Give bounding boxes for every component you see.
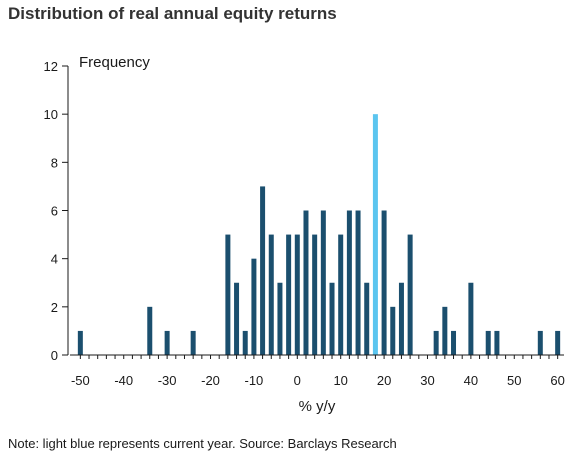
bar: [346, 210, 352, 355]
bar: [494, 330, 500, 355]
bars: [77, 114, 561, 355]
x-tick-label: -30: [158, 373, 177, 388]
x-tick-label: 20: [377, 373, 391, 388]
bar: [485, 330, 491, 355]
bar: [260, 186, 266, 355]
bar: [147, 306, 153, 355]
histogram-chart: 0 2 4 6 8 10 12 -50 -40 -30 -20 -10 0 10 20 30 40 50 60 F…: [44, 54, 565, 415]
x-axis-title: % y/y: [299, 398, 336, 415]
bar: [398, 282, 404, 355]
bar: [390, 306, 396, 355]
source-note: Note: light blue represents current year…: [8, 436, 397, 451]
bar: [329, 282, 335, 355]
bar: [225, 234, 231, 355]
bar: [303, 210, 309, 355]
y-tick-label: 4: [51, 252, 58, 267]
bar: [355, 210, 361, 355]
y-axis-title: Frequency: [79, 54, 150, 71]
bar: [338, 234, 344, 355]
bar: [537, 330, 543, 355]
bar: [286, 234, 292, 355]
bar: [277, 282, 283, 355]
x-tick-label: 10: [333, 373, 347, 388]
x-tick-label: -40: [114, 373, 133, 388]
x-tick-label: 40: [464, 373, 478, 388]
bar: [234, 282, 240, 355]
y-tick-label: 6: [51, 204, 58, 219]
x-tick-label: 30: [420, 373, 434, 388]
bar: [294, 234, 300, 355]
bar: [190, 330, 196, 355]
bar-current-year: [372, 114, 378, 355]
x-tick-label: -50: [71, 373, 90, 388]
bar: [364, 282, 370, 355]
x-tick-label: -20: [201, 373, 220, 388]
bar: [312, 234, 318, 355]
bar: [407, 234, 413, 355]
x-tick-label: 60: [550, 373, 564, 388]
y-tick-label: 0: [51, 348, 58, 363]
x-axis: -50 -40 -30 -20 -10 0 10 20 30 40 50 60: [70, 354, 565, 388]
bar: [251, 258, 257, 355]
chart-title: Distribution of real annual equity retur…: [8, 4, 337, 23]
y-tick-label: 10: [44, 107, 58, 122]
y-tick-label: 12: [44, 59, 58, 74]
bar: [77, 330, 83, 355]
y-axis: 0 2 4 6 8 10 12: [44, 59, 69, 363]
bar: [555, 330, 561, 355]
bar: [164, 330, 170, 355]
bar: [433, 330, 439, 355]
y-tick-label: 8: [51, 155, 58, 170]
y-tick-label: 2: [51, 300, 58, 315]
bar: [320, 210, 326, 355]
bar: [451, 330, 457, 355]
x-tick-label: 0: [294, 373, 301, 388]
bar: [242, 330, 248, 355]
x-tick-label: 50: [507, 373, 521, 388]
x-tick-label: -10: [245, 373, 264, 388]
bar: [268, 234, 274, 355]
bar: [442, 306, 448, 355]
bar: [468, 282, 474, 355]
bar: [381, 210, 387, 355]
